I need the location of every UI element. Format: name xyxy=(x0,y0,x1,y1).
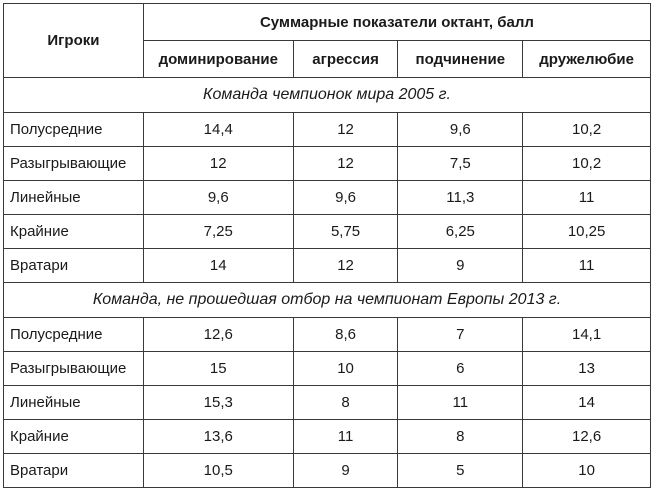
table-cell: 6,25 xyxy=(397,214,524,249)
table-cell: 13,6 xyxy=(142,419,294,454)
table-cell: 9,6 xyxy=(142,180,294,215)
table-cell: 10 xyxy=(292,351,399,386)
column-header-dominance: доминирование xyxy=(142,40,294,78)
row-label: Полусредние xyxy=(3,112,144,147)
row-label: Крайние xyxy=(3,419,144,454)
octant-scores-table: Игроки Суммарные показатели октант, балл… xyxy=(3,3,652,488)
table-cell: 5,75 xyxy=(292,214,399,249)
table-cell: 11,3 xyxy=(397,180,524,215)
table-row: Полусредние 12,6 8,6 7 14,1 xyxy=(3,317,651,352)
column-header-friendliness: дружелюбие xyxy=(522,40,651,78)
table-cell: 12 xyxy=(292,112,399,147)
row-label: Линейные xyxy=(3,385,144,420)
table-row: Крайние 13,6 11 8 12,6 xyxy=(3,419,651,454)
table-cell: 10,5 xyxy=(142,453,294,488)
table-cell: 9,6 xyxy=(292,180,399,215)
table-cell: 12,6 xyxy=(142,317,294,352)
table-cell: 9,6 xyxy=(397,112,524,147)
section-row: Команда, не прошедшая отбор на чемпионат… xyxy=(3,282,651,318)
table-cell: 11 xyxy=(397,385,524,420)
table-cell: 14,1 xyxy=(522,317,651,352)
table-row: Крайние 7,25 5,75 6,25 10,25 xyxy=(3,214,651,249)
table-cell: 10,2 xyxy=(522,112,651,147)
table-cell: 8 xyxy=(397,419,524,454)
group-header: Суммарные показатели октант, балл xyxy=(142,3,652,41)
table-cell: 9 xyxy=(397,248,524,283)
row-label: Полусредние xyxy=(3,317,144,352)
table-cell: 14,4 xyxy=(142,112,294,147)
section-title: Команда, не прошедшая отбор на чемпионат… xyxy=(3,282,651,318)
table-cell: 5 xyxy=(397,453,524,488)
table-cell: 7,25 xyxy=(142,214,294,249)
table-row: Линейные 15,3 8 11 14 xyxy=(3,385,651,420)
table-cell: 12,6 xyxy=(522,419,651,454)
table-cell: 6 xyxy=(397,351,524,386)
row-label: Вратари xyxy=(3,248,144,283)
table-cell: 12 xyxy=(142,146,294,181)
column-header-aggression: агрессия xyxy=(292,40,399,78)
row-label: Крайние xyxy=(3,214,144,249)
table-cell: 10,2 xyxy=(522,146,651,181)
table-cell: 14 xyxy=(142,248,294,283)
table-cell: 11 xyxy=(292,419,399,454)
table-row: Разыгрывающие 15 10 6 13 xyxy=(3,351,651,386)
players-header: Игроки xyxy=(3,3,144,78)
table-row: Линейные 9,6 9,6 11,3 11 xyxy=(3,180,651,215)
row-label: Вратари xyxy=(3,453,144,488)
table-cell: 15,3 xyxy=(142,385,294,420)
row-label: Разыгрывающие xyxy=(3,146,144,181)
table-cell: 7 xyxy=(397,317,524,352)
table-cell: 10,25 xyxy=(522,214,651,249)
table-body: Команда чемпионок мира 2005 г. Полусредни… xyxy=(3,77,651,488)
section-row: Команда чемпионок мира 2005 г. xyxy=(3,77,651,113)
table-cell: 10 xyxy=(522,453,651,488)
table-cell: 9 xyxy=(292,453,399,488)
table-row: Вратари 14 12 9 11 xyxy=(3,248,651,283)
table-cell: 11 xyxy=(522,248,651,283)
table-cell: 7,5 xyxy=(397,146,524,181)
table-cell: 14 xyxy=(522,385,651,420)
table-cell: 11 xyxy=(522,180,651,215)
table-cell: 8 xyxy=(292,385,399,420)
section-title: Команда чемпионок мира 2005 г. xyxy=(3,77,651,113)
column-header-submission: подчинение xyxy=(397,40,524,78)
table-row: Разыгрывающие 12 12 7,5 10,2 xyxy=(3,146,651,181)
table-cell: 8,6 xyxy=(292,317,399,352)
table-cell: 15 xyxy=(142,351,294,386)
table-cell: 12 xyxy=(292,248,399,283)
table-cell: 12 xyxy=(292,146,399,181)
row-label: Линейные xyxy=(3,180,144,215)
row-label: Разыгрывающие xyxy=(3,351,144,386)
table-row: Полусредние 14,4 12 9,6 10,2 xyxy=(3,112,651,147)
table-row: Вратари 10,5 9 5 10 xyxy=(3,453,651,488)
table-cell: 13 xyxy=(522,351,651,386)
